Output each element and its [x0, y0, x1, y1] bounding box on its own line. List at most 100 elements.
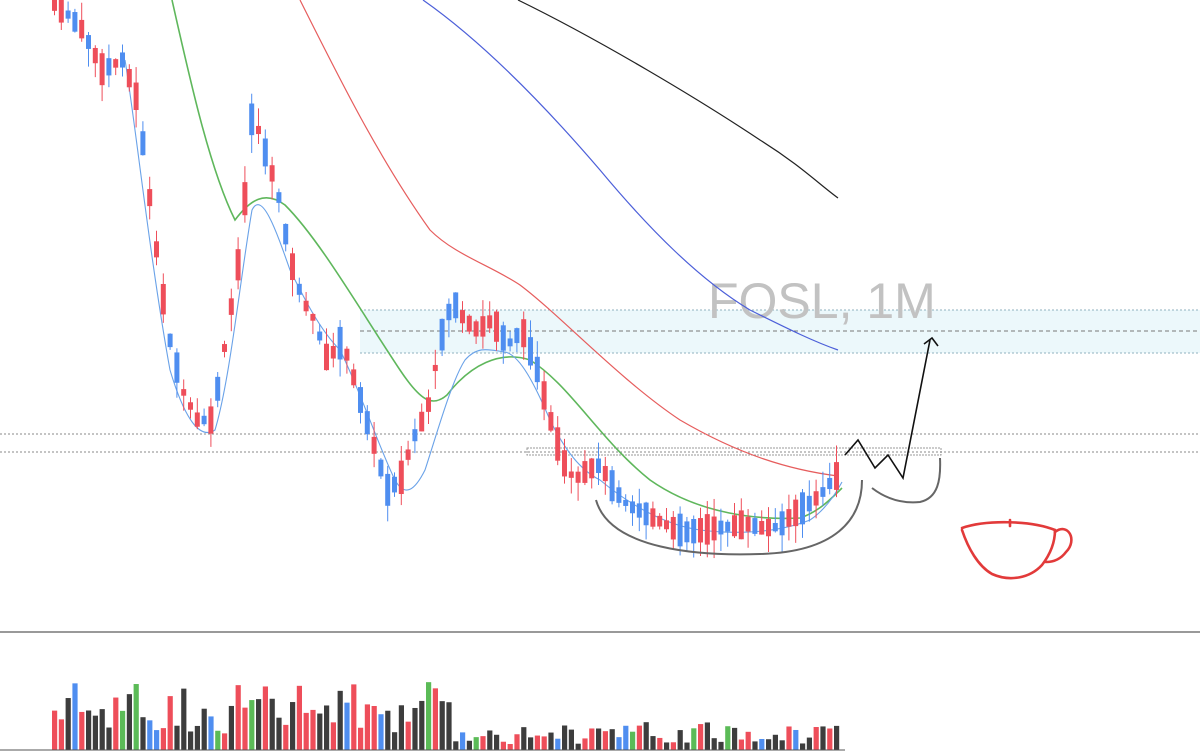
cup-handle-annotation	[595, 336, 942, 556]
candle-body	[351, 369, 357, 386]
volume-bar	[324, 705, 330, 750]
volume-series	[52, 682, 840, 750]
candle-body	[167, 333, 173, 348]
candle-body	[718, 520, 724, 535]
candle-body	[86, 35, 91, 49]
candle-body	[514, 328, 520, 344]
volume-bar	[262, 686, 268, 750]
volume-bar	[766, 739, 772, 750]
candle-body	[725, 521, 731, 532]
candle-body	[194, 412, 200, 427]
candle-body	[568, 471, 574, 478]
candle-body	[276, 192, 282, 203]
candle-body	[426, 397, 431, 412]
candle-body	[643, 502, 649, 526]
volume-bar	[596, 728, 602, 750]
candle-body	[548, 412, 554, 431]
volume-bar	[215, 730, 221, 750]
volume-bar	[623, 725, 629, 750]
ma-black-line	[517, 0, 839, 199]
candle-body	[147, 189, 153, 207]
volume-bar	[242, 707, 248, 750]
candle-body	[188, 402, 193, 410]
candle-body	[364, 411, 370, 435]
candle-body	[827, 477, 833, 490]
volume-bar	[664, 742, 670, 750]
volume-bar	[256, 699, 262, 750]
volume-bar	[52, 710, 58, 750]
candle-body	[772, 522, 778, 532]
volume-bar	[235, 685, 241, 750]
candle-body	[174, 352, 180, 383]
candle-body	[358, 387, 363, 413]
volume-bar	[800, 743, 806, 750]
volume-bar	[296, 685, 302, 750]
volume-bar	[398, 705, 404, 750]
candle-body	[630, 501, 635, 514]
volume-bar	[405, 721, 411, 750]
volume-bar	[834, 725, 840, 750]
volume-bar	[126, 694, 132, 750]
volume-bar	[290, 702, 296, 750]
candle-body	[140, 131, 146, 156]
volume-bar	[602, 731, 608, 750]
candle-body	[732, 515, 737, 537]
volume-bar	[283, 724, 289, 750]
candle-body	[154, 241, 159, 258]
candle-body	[575, 471, 581, 483]
candle-body	[160, 283, 166, 315]
candle-body	[412, 429, 418, 442]
candle-body	[201, 415, 207, 425]
volume-bar	[568, 729, 574, 750]
candle-body	[392, 476, 397, 493]
volume-bar	[738, 739, 744, 750]
volume-bar	[630, 731, 636, 750]
volume-bar	[813, 727, 819, 750]
candle-body	[446, 303, 452, 321]
volume-bar	[92, 715, 98, 750]
candle-body	[494, 311, 499, 342]
candle-body	[582, 461, 588, 483]
volume-bar	[249, 700, 255, 750]
candle-body	[793, 499, 799, 527]
volume-bar	[460, 732, 466, 750]
volume-bar	[188, 731, 194, 750]
volume-bar	[167, 696, 173, 750]
volume-bar	[589, 728, 595, 750]
candle-body	[528, 337, 533, 366]
candle-body	[507, 338, 513, 347]
volume-bar	[582, 738, 588, 750]
candle-body	[181, 389, 187, 396]
candle-body	[58, 0, 64, 23]
candle-body	[752, 518, 758, 534]
candle-body	[79, 19, 85, 39]
volume-bar	[133, 684, 139, 750]
candle-body	[650, 508, 656, 527]
volume-bar	[820, 726, 826, 750]
volume-bar	[528, 737, 534, 750]
candle-body	[711, 516, 717, 541]
volume-bar	[698, 724, 704, 750]
volume-bar	[351, 684, 357, 750]
volume-bar	[99, 709, 105, 750]
candle-body	[541, 381, 547, 410]
volume-bar	[228, 705, 234, 750]
volume-bar	[79, 711, 85, 750]
candle-body	[439, 318, 445, 351]
candle-body	[800, 492, 805, 525]
candle-body	[636, 503, 642, 518]
volume-bar	[439, 701, 445, 750]
candle-body	[704, 514, 710, 545]
candle-body	[228, 298, 234, 315]
volume-bar	[113, 697, 119, 750]
volume-bar	[412, 707, 418, 750]
candle-body	[562, 450, 567, 477]
volume-bar	[337, 690, 343, 750]
candle-body	[738, 510, 744, 540]
ma-green-line	[171, 0, 843, 520]
candle-body	[208, 406, 214, 434]
teacup-drawing-icon	[960, 518, 1073, 580]
candle-body	[500, 325, 506, 351]
candle-body	[521, 319, 527, 348]
